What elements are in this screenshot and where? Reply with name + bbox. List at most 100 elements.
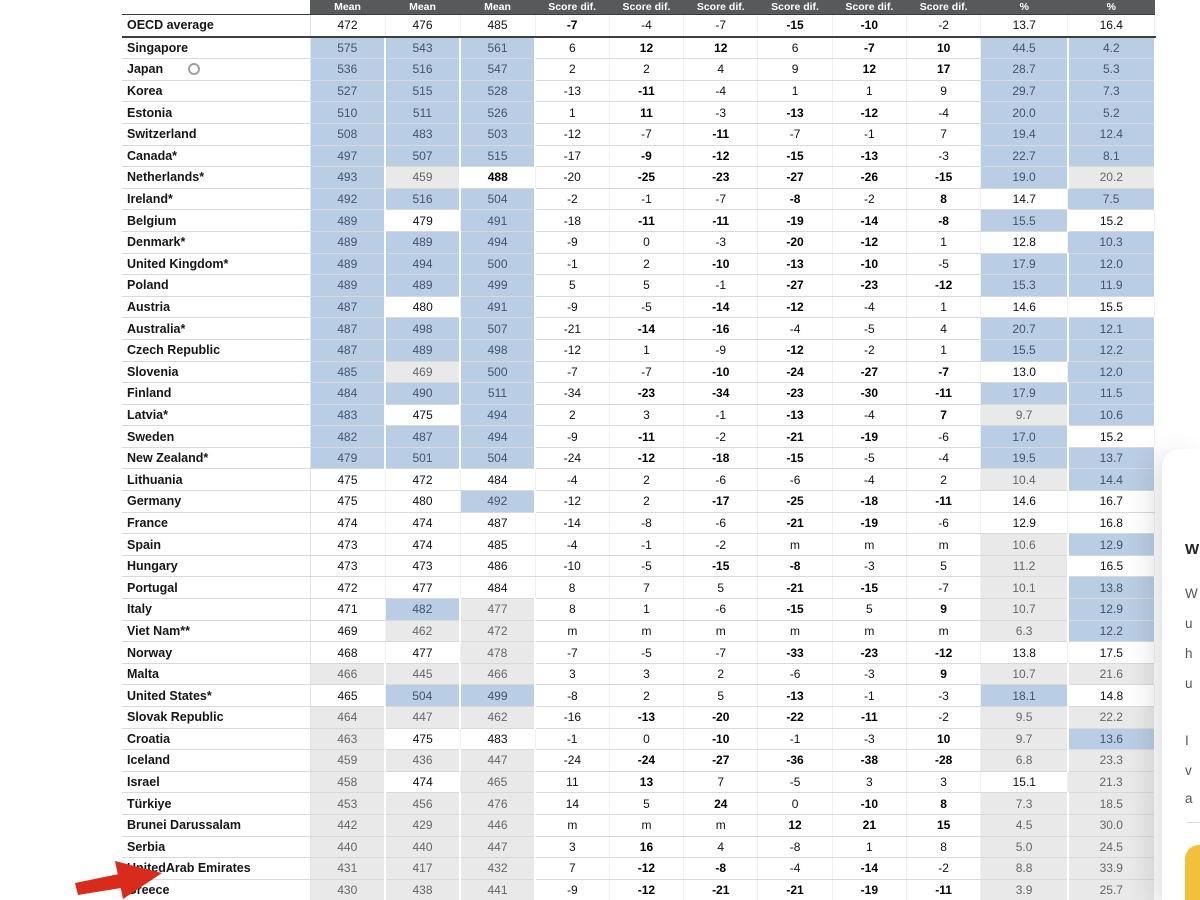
scoredif-cell: -3	[906, 145, 982, 168]
country-cell: Spain	[122, 533, 311, 556]
column-header-score-dif-: Score dif.	[535, 0, 610, 15]
pct-cell: 12.9	[980, 512, 1069, 535]
scoredif-cell: -7	[609, 123, 685, 146]
pct-cell: 15.5	[980, 209, 1069, 232]
scoredif-cell: -24	[535, 447, 610, 470]
popup-action-button[interactable]	[1185, 845, 1200, 900]
pct-cell: 12.9	[1067, 533, 1156, 556]
mean-cell: 472	[385, 468, 461, 492]
country-cell: Austria	[122, 296, 311, 319]
mean-cell: 456	[385, 792, 461, 815]
pct-cell: 15.3	[980, 274, 1069, 297]
mean-cell: 482	[310, 425, 386, 448]
country-cell: United Kingdom*	[122, 253, 311, 276]
scoredif-cell: -33	[757, 641, 833, 664]
scoredif-cell: -1	[535, 253, 610, 276]
mean-cell: 487	[310, 339, 386, 362]
scoredif-cell: 5	[683, 684, 759, 707]
scoredif-cell: -5	[906, 253, 982, 276]
table-row: Latvia* 483 475 494 2 3 -1 -13 -4 7 9.7 10.6	[122, 404, 1156, 427]
country-cell: Korea	[122, 80, 311, 103]
mean-cell: 447	[460, 749, 536, 772]
country-cell: Norway	[122, 641, 311, 664]
scoredif-cell: -18	[535, 209, 610, 232]
mean-cell: 473	[310, 533, 386, 556]
mean-cell: 526	[460, 101, 536, 124]
scoredif-cell: 5	[535, 274, 610, 297]
mean-cell: 466	[460, 663, 536, 686]
scoredif-cell: -26	[832, 166, 907, 189]
scoredif-cell: -2	[906, 857, 982, 880]
scoredif-cell: -7	[683, 188, 759, 211]
mean-cell: 462	[385, 620, 461, 643]
pct-cell: 10.4	[980, 468, 1069, 492]
mean-cell: 510	[310, 101, 386, 124]
pct-cell: 15.1	[980, 771, 1069, 794]
pct-cell: 12.0	[1067, 253, 1156, 276]
mean-cell: 489	[385, 231, 461, 254]
scoredif-cell: -4	[832, 404, 907, 427]
country-cell: United States*	[122, 684, 311, 707]
scoredif-cell: 5	[683, 576, 759, 600]
table-row: United States* 465 504 499 -8 2 5 -13 -1 -3 18.1 14…	[122, 684, 1156, 707]
scoredif-cell: -4	[535, 468, 610, 492]
mean-cell: 440	[385, 836, 461, 859]
scoredif-cell: 11	[609, 101, 685, 124]
scoredif-cell: -9	[535, 231, 610, 254]
table-row: Portugal 472 477 484 8 7 5 -21 -15 -7 10.1 13.8	[122, 576, 1156, 600]
scoredif-cell: 8	[906, 836, 982, 859]
pct-cell: 19.4	[980, 123, 1069, 146]
scoredif-cell: -5	[757, 771, 833, 794]
pct-cell: 17.5	[1067, 641, 1156, 664]
country-cell: Iceland	[122, 749, 311, 772]
scoredif-cell: -1	[609, 533, 685, 556]
mean-cell: 476	[460, 792, 536, 815]
table-row: Singapore 575 543 561 6 12 12 6 -7 10 44.5 4.2	[122, 36, 1156, 60]
mean-cell: 516	[385, 58, 461, 81]
table-row: Japan 536 516 547 2 2 4 9 12 17 28.7 5.3	[122, 58, 1156, 81]
country-cell: UnitedArab Emirates	[122, 857, 311, 880]
table-row: New Zealand* 479 501 504 -24 -12 -18 -15 -5 -4 19.…	[122, 447, 1156, 470]
scoredif-cell: -25	[757, 490, 833, 513]
scoredif-cell: -23	[832, 641, 907, 664]
scoredif-cell: -13	[757, 684, 833, 707]
scoredif-cell: -4	[609, 14, 685, 38]
scoredif-cell: -16	[683, 317, 759, 340]
pct-cell: 10.1	[980, 576, 1069, 600]
scoredif-cell: 1	[609, 339, 685, 362]
column-header-score-dif-: Score dif.	[757, 0, 833, 15]
popup-text-line: a	[1185, 791, 1193, 806]
scoredif-cell: -23	[757, 382, 833, 405]
pct-cell: 5.0	[980, 836, 1069, 859]
scoredif-cell: -19	[832, 512, 907, 535]
table-body: OECD average 472 476 485 -7 -4 -7 -15 -10 -2 13.7 1…	[122, 14, 1156, 900]
country-cell: Poland	[122, 274, 311, 297]
scoredif-cell: -7	[757, 123, 833, 146]
mean-cell: 485	[460, 533, 536, 556]
pct-cell: 14.4	[1067, 468, 1156, 492]
scoredif-cell: 12	[832, 58, 907, 81]
scoredif-cell: -14	[832, 209, 907, 232]
scoredif-cell: -3	[832, 663, 907, 686]
scoredif-cell: 13	[609, 771, 685, 794]
scoredif-cell: -2	[683, 425, 759, 448]
pct-cell: 20.0	[980, 101, 1069, 124]
mean-cell: 528	[460, 80, 536, 103]
popup-text-line: I	[1185, 733, 1189, 748]
scoredif-cell: -21	[535, 317, 610, 340]
pct-cell: 11.5	[1067, 382, 1156, 405]
country-cell: Netherlands*	[122, 166, 311, 189]
pct-cell: 10.6	[980, 533, 1069, 556]
scoredif-cell: -10	[832, 792, 907, 815]
table-row: Serbia 440 440 447 3 16 4 -8 1 8 5.0 24.5	[122, 836, 1156, 859]
mean-cell: 492	[460, 490, 536, 513]
scoredif-cell: -1	[832, 123, 907, 146]
mean-cell: 431	[310, 857, 386, 880]
scoredif-cell: 5	[906, 555, 982, 578]
scoredif-cell: -1	[683, 274, 759, 297]
pct-cell: 7.5	[1067, 188, 1156, 211]
pct-cell: 44.5	[980, 36, 1069, 60]
scoredif-cell: -28	[906, 749, 982, 772]
mean-cell: 477	[385, 641, 461, 664]
scoredif-cell: -12	[609, 879, 685, 900]
